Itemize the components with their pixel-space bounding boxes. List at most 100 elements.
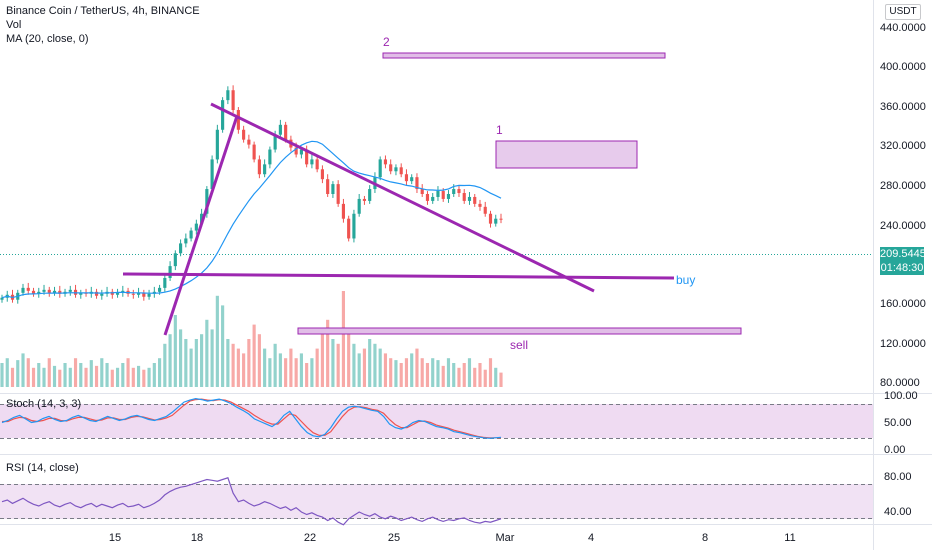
volume-bar: [404, 358, 409, 387]
volume-bar: [357, 353, 361, 387]
volume-bar: [284, 358, 288, 387]
volume-bar: [126, 358, 130, 387]
volume-bar: [184, 339, 188, 387]
time-tick: 4: [588, 532, 594, 544]
volume-bar: [252, 324, 256, 387]
volume-bar: [441, 365, 445, 387]
candle-body: [194, 223, 198, 231]
volume-bar: [136, 365, 141, 387]
candle-body: [247, 139, 251, 145]
candle-body: [226, 90, 230, 101]
triangle-left-line[interactable]: [163, 115, 239, 336]
volume-bar: [84, 367, 88, 387]
candle-body: [446, 193, 451, 199]
rsi-tick: 40.00: [884, 506, 912, 518]
candle-body: [389, 164, 393, 172]
volume-bar: [52, 365, 57, 387]
candle-body: [158, 287, 162, 292]
volume-bar: [278, 353, 282, 387]
candle-body: [404, 174, 409, 182]
candle-body: [210, 159, 214, 190]
volume-bar: [368, 339, 372, 387]
candle-body: [26, 287, 30, 291]
stoch-k-line: [1, 397, 502, 439]
ma-legend[interactable]: MA (20, close, 0): [6, 33, 89, 45]
volume-bar: [58, 369, 62, 387]
currency-unit[interactable]: USDT: [885, 4, 921, 20]
volume-bar: [399, 363, 403, 387]
candle-body: [52, 290, 57, 293]
candle-body: [94, 291, 99, 296]
target-box-1[interactable]: [495, 140, 638, 169]
candle-body: [331, 184, 335, 194]
price-tick: 80.0000: [880, 377, 920, 389]
candle-body: [31, 290, 36, 294]
volume-bar: [79, 363, 83, 387]
time-tick: 18: [191, 532, 203, 544]
volume-bar: [499, 372, 503, 387]
volume-bar: [110, 369, 114, 387]
candle-body: [473, 196, 477, 204]
price-tick: 400.0000: [880, 61, 926, 73]
volume-bar: [10, 367, 15, 387]
candle-body: [410, 177, 414, 182]
volume-bar: [320, 334, 324, 387]
volume-bar: [37, 363, 41, 387]
candle-body: [100, 293, 104, 296]
candle-body: [299, 149, 303, 155]
volume-bar: [16, 360, 20, 387]
candle-body: [231, 90, 235, 111]
sell-box[interactable]: [297, 327, 742, 335]
candle-body: [315, 159, 319, 170]
candle-body: [378, 159, 382, 178]
candle-body: [368, 189, 372, 201]
time-axis[interactable]: 15 18 22 25 Mar 4 8 11: [109, 532, 796, 544]
rsi-tick: 80.00: [884, 471, 912, 483]
volume-legend[interactable]: Vol: [6, 19, 22, 31]
candle-body: [147, 293, 151, 297]
volume-bar: [331, 339, 335, 387]
volume-bar: [200, 334, 204, 387]
rsi-band: [0, 484, 873, 519]
volume-bar: [68, 367, 72, 387]
volume-bar: [0, 363, 4, 387]
volume-bar: [425, 363, 430, 387]
time-tick: 22: [304, 532, 316, 544]
candle-body: [163, 277, 167, 288]
stoch-legend[interactable]: Stoch (14, 3, 3): [6, 398, 82, 410]
candle-body: [37, 291, 41, 294]
candle-body: [257, 159, 261, 175]
countdown-tag: 01:48:30: [880, 261, 924, 275]
candle-body: [326, 179, 330, 194]
volume-bar: [362, 348, 367, 387]
target-box-2[interactable]: [382, 52, 666, 59]
candle-body: [305, 149, 309, 165]
candle-body: [142, 292, 146, 297]
candle-body: [179, 243, 183, 254]
volume-bar: [326, 319, 330, 387]
rsi-legend[interactable]: RSI (14, close): [6, 462, 79, 474]
candle-body: [425, 193, 430, 201]
volume-bar: [294, 358, 298, 387]
volume-bar: [483, 369, 487, 387]
volume-bar: [215, 295, 219, 387]
triangle-upper-line[interactable]: [210, 102, 595, 293]
price-axis[interactable]: 440.0000 400.0000 360.0000 320.0000 280.…: [880, 22, 926, 389]
candle-body: [200, 213, 204, 224]
volume-bar: [289, 348, 293, 387]
box-1-label: 1: [496, 123, 503, 137]
candle-body: [278, 124, 282, 135]
drawings[interactable]: 2 1 buy sell: [122, 35, 742, 352]
volume-bar: [26, 358, 30, 387]
support-line[interactable]: [122, 272, 675, 280]
price-tick: 160.0000: [880, 298, 926, 310]
volume-bar: [373, 343, 377, 387]
candle-body: [273, 134, 277, 150]
candle-body: [310, 159, 314, 165]
volume-bar: [347, 334, 351, 387]
candle-body: [357, 198, 361, 214]
candle-body: [399, 167, 403, 175]
candle-body: [42, 289, 46, 292]
symbol-legend[interactable]: Binance Coin / TetherUS, 4h, BINANCE: [6, 5, 200, 17]
